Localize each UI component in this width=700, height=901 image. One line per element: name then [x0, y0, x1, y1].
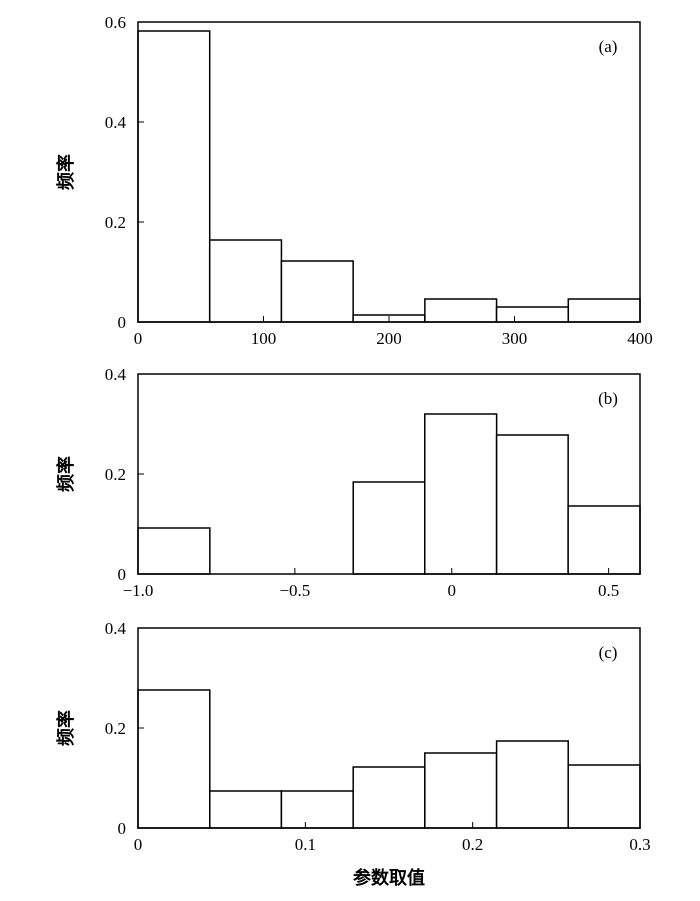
bar [352, 481, 426, 575]
x-tick-label: 0 [448, 581, 457, 600]
bar [567, 505, 641, 575]
x-tick-label: 200 [376, 329, 402, 348]
x-tick-label: 0.3 [629, 835, 650, 854]
y-axis-label: 频率 [55, 710, 77, 746]
y-axis-label: 频率 [55, 456, 77, 492]
bar [495, 434, 569, 575]
bar [424, 413, 498, 575]
bar [137, 527, 211, 575]
y-tick-label: 0 [118, 313, 127, 332]
y-tick-label: 0 [118, 819, 127, 838]
bar [495, 740, 569, 829]
y-tick-label: 0.4 [105, 113, 127, 132]
x-tick-label: 100 [251, 329, 277, 348]
x-tick-label: 300 [502, 329, 528, 348]
bar [137, 689, 211, 829]
bar [280, 260, 354, 323]
bar [424, 298, 498, 323]
y-tick-label: 0.2 [105, 213, 126, 232]
bar [352, 766, 426, 829]
y-tick-label: 0.6 [105, 13, 126, 32]
x-tick-label: −1.0 [123, 581, 154, 600]
bar [208, 239, 283, 323]
panel-label: (b) [598, 389, 618, 408]
bar [209, 790, 283, 829]
bar [424, 752, 498, 829]
y-tick-label: 0.2 [105, 719, 126, 738]
bar [137, 30, 211, 323]
y-tick-label: 0.2 [105, 465, 126, 484]
x-tick-label: 0 [134, 835, 143, 854]
x-tick-label: 0.2 [462, 835, 483, 854]
y-tick-label: 0 [118, 565, 127, 584]
bar [567, 298, 641, 323]
bar [495, 306, 570, 323]
bar [567, 764, 641, 829]
bar [280, 790, 354, 829]
x-tick-label: 0.1 [295, 835, 316, 854]
y-tick-label: 0.4 [105, 365, 127, 384]
x-tick-label: 0.5 [598, 581, 619, 600]
y-tick-label: 0.4 [105, 619, 127, 638]
panel-label: (a) [599, 37, 618, 56]
x-tick-label: 0 [134, 329, 143, 348]
y-axis-label: 频率 [55, 154, 77, 190]
x-axis-label: 参数取值 [353, 867, 425, 889]
panel-label: (c) [599, 643, 618, 662]
x-tick-label: 400 [627, 329, 653, 348]
x-tick-label: −0.5 [279, 581, 310, 600]
